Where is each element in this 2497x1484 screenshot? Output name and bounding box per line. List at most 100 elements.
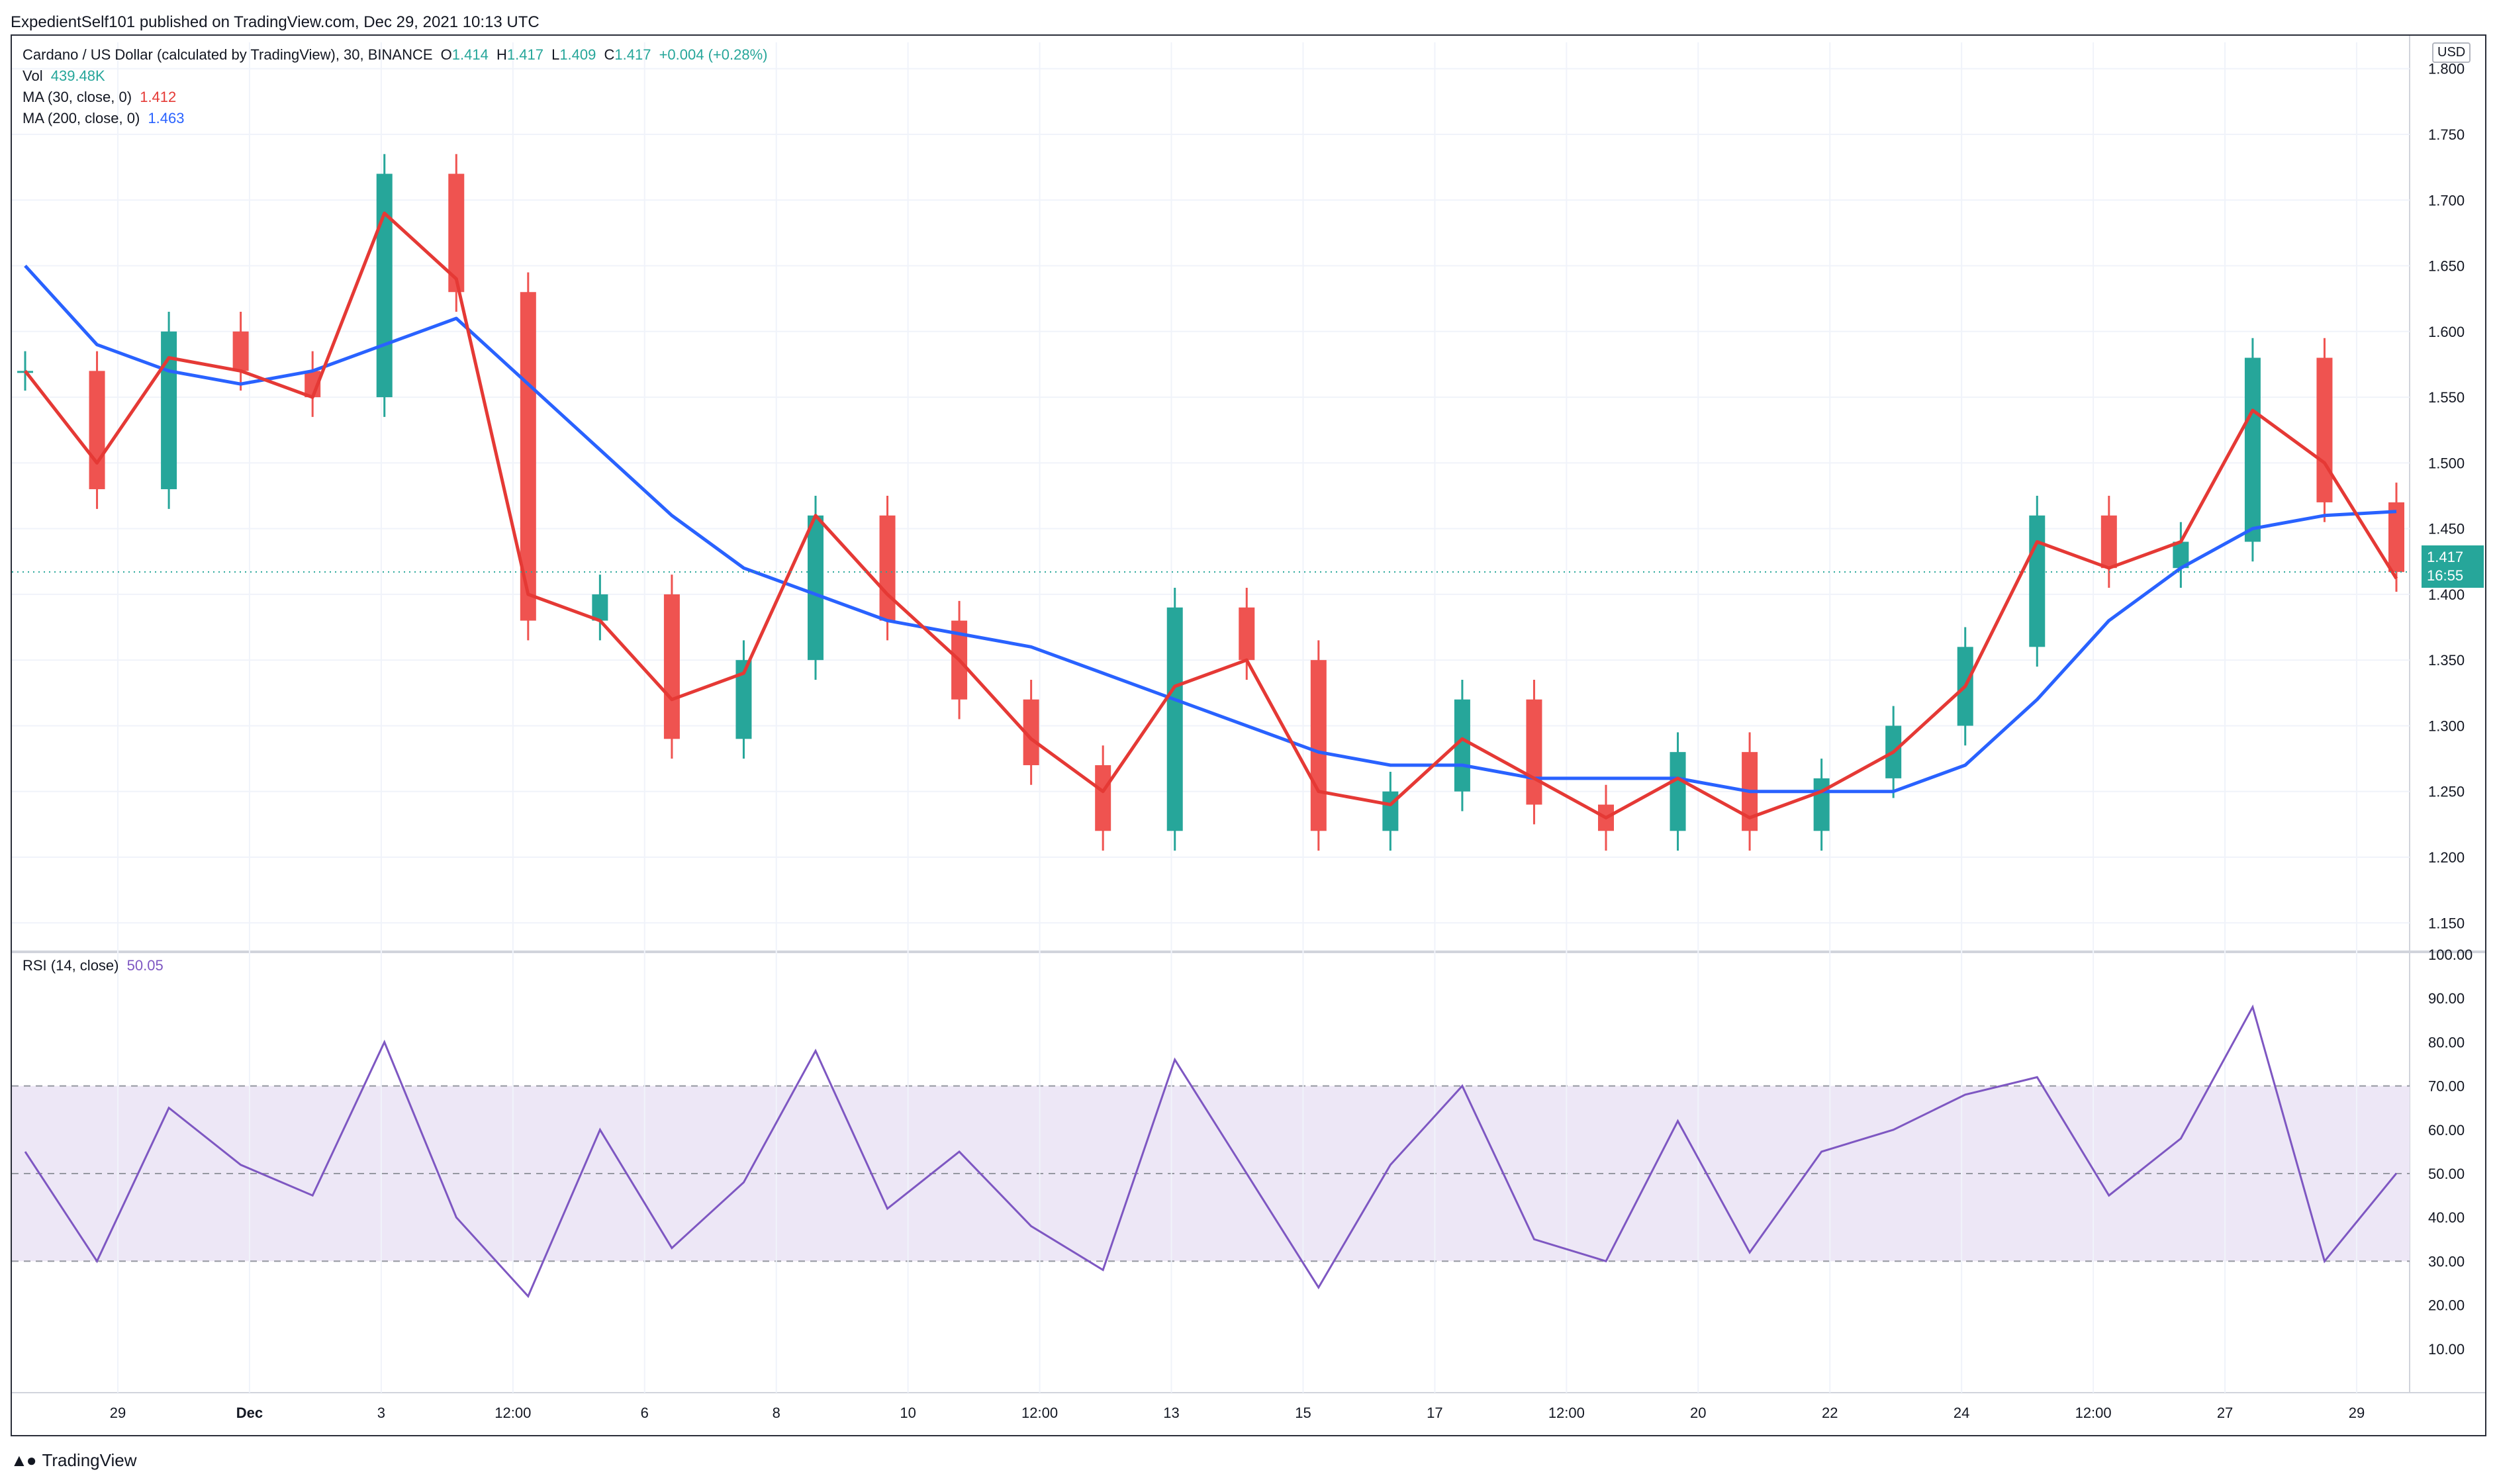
rsi-value: 50.05 <box>126 957 164 974</box>
ma200-legend: MA (200, close, 0) 1.463 <box>23 109 189 128</box>
time-tick-label: 15 <box>1295 1405 1311 1421</box>
price-tick-label: 1.550 <box>2428 389 2465 406</box>
last-price-value: 1.417 <box>2427 549 2464 565</box>
time-tick-label: 29 <box>110 1405 126 1421</box>
ma30-label[interactable]: MA (30, close, 0) <box>23 89 132 105</box>
time-tick-label: 3 <box>377 1405 385 1421</box>
rsi-legend: RSI (14, close) 50.05 <box>23 956 167 976</box>
candle-body <box>2100 515 2117 569</box>
candle-body <box>1813 778 1830 831</box>
candle-body <box>1526 699 1542 805</box>
candle-body <box>2244 357 2261 542</box>
price-tick-label: 1.650 <box>2428 258 2465 275</box>
rsi-tick-label: 40.00 <box>2428 1209 2465 1226</box>
price-tick-label: 1.450 <box>2428 521 2465 537</box>
symbol-legend: Cardano / US Dollar (calculated by Tradi… <box>23 45 771 65</box>
candle-body <box>1310 660 1327 831</box>
last-price-badge: 1.417 16:55 <box>2422 545 2484 588</box>
bar-countdown: 16:55 <box>2427 567 2464 584</box>
time-tick-label: 12:00 <box>1021 1405 1058 1421</box>
price-tick-label: 1.800 <box>2428 61 2465 77</box>
ma30-line <box>24 211 2398 819</box>
candle-body <box>808 515 824 661</box>
time-tick-label: 17 <box>1427 1405 1442 1421</box>
candle-body <box>161 331 177 490</box>
rsi-tick-label: 50.00 <box>2428 1166 2465 1182</box>
candle-body <box>879 515 896 621</box>
ma200-value: 1.463 <box>148 110 185 126</box>
ma30-legend: MA (30, close, 0) 1.412 <box>23 87 180 107</box>
ma200-line <box>24 264 2397 794</box>
open-label: O <box>440 46 452 63</box>
time-tick-label: 22 <box>1822 1405 1838 1421</box>
symbol-title[interactable]: Cardano / US Dollar (calculated by Tradi… <box>23 46 433 63</box>
time-tick-label: 10 <box>900 1405 916 1421</box>
ma200-label[interactable]: MA (200, close, 0) <box>23 110 140 126</box>
price-tick-label: 1.600 <box>2428 324 2465 340</box>
publish-header: ExpedientSelf101 published on TradingVie… <box>11 9 540 36</box>
vol-value: 439.48K <box>50 68 105 84</box>
rsi-tick-label: 70.00 <box>2428 1078 2465 1095</box>
candle-body <box>89 371 105 490</box>
change-value: +0.004 (+0.28%) <box>659 46 768 63</box>
rsi-tick-label: 80.00 <box>2428 1034 2465 1050</box>
time-tick-label: 8 <box>773 1405 780 1421</box>
low-value: 1.409 <box>559 46 596 63</box>
time-tick-label: 12:00 <box>1548 1405 1585 1421</box>
time-tick-label: Dec <box>236 1405 263 1421</box>
candle-body <box>1095 765 1111 831</box>
price-axis-panel <box>2410 36 2485 1435</box>
chart-canvas[interactable]: 1.800 1.750 1.700 1.650 1.600 1.550 1.500 1.450… <box>12 36 2485 1435</box>
ma30-value: 1.412 <box>140 89 177 105</box>
rsi-tick-label: 60.00 <box>2428 1122 2465 1138</box>
chart-frame: 1.800 1.750 1.700 1.650 1.600 1.550 1.500 1.450… <box>11 34 2486 1436</box>
tradingview-logo-icon[interactable]: ▲● <box>11 1450 36 1470</box>
price-tick-label: 1.250 <box>2428 784 2465 800</box>
candle-body <box>376 173 393 398</box>
candle-body <box>1239 607 1255 661</box>
volume-legend: Vol 439.48K <box>23 66 109 86</box>
candle-body <box>2316 357 2333 502</box>
candle-body <box>2388 502 2404 573</box>
time-tick-label: 6 <box>641 1405 649 1421</box>
candle-body <box>232 331 249 371</box>
footer: ▲● TradingView <box>11 1446 137 1475</box>
close-value: 1.417 <box>614 46 651 63</box>
candle-body <box>2029 515 2046 647</box>
candle-body <box>1166 607 1183 831</box>
open-value: 1.414 <box>451 46 489 63</box>
author-name[interactable]: ExpedientSelf101 <box>11 13 136 31</box>
published-text: published on TradingView.com, Dec 29, 20… <box>139 13 540 31</box>
price-tick-label: 1.400 <box>2428 586 2465 603</box>
time-tick-label: 12:00 <box>2075 1405 2112 1421</box>
rsi-tick-label: 30.00 <box>2428 1253 2465 1270</box>
high-label: H <box>496 46 507 63</box>
time-tick-label: 13 <box>1163 1405 1179 1421</box>
price-tick-label: 1.700 <box>2428 192 2465 209</box>
time-tick-label: 20 <box>1690 1405 1706 1421</box>
vol-label[interactable]: Vol <box>23 68 43 84</box>
price-tick-label: 1.500 <box>2428 455 2465 471</box>
rsi-label[interactable]: RSI (14, close) <box>23 957 119 974</box>
candle-body <box>592 594 608 621</box>
low-label: L <box>551 46 560 63</box>
rsi-tick-label: 20.00 <box>2428 1297 2465 1314</box>
time-tick-label: 12:00 <box>495 1405 531 1421</box>
tradingview-brand[interactable]: TradingView <box>42 1450 137 1470</box>
time-tick-label: 24 <box>1954 1405 1969 1421</box>
price-tick-label: 1.300 <box>2428 718 2465 734</box>
close-label: C <box>604 46 615 63</box>
price-tick-label: 1.350 <box>2428 652 2465 669</box>
time-tick-label: 29 <box>2349 1405 2365 1421</box>
rsi-tick-label: 90.00 <box>2428 990 2465 1007</box>
high-value: 1.417 <box>506 46 543 63</box>
price-tick-label: 1.200 <box>2428 849 2465 866</box>
price-tick-label: 1.750 <box>2428 126 2465 143</box>
currency-button[interactable]: USD <box>2432 42 2471 63</box>
candle-body <box>1670 752 1686 831</box>
rsi-tick-label: 10.00 <box>2428 1341 2465 1358</box>
rsi-tick-label: 100.00 <box>2428 947 2473 963</box>
price-tick-label: 1.150 <box>2428 915 2465 931</box>
rsi-line <box>24 1004 2398 1299</box>
candle-body <box>663 594 680 739</box>
